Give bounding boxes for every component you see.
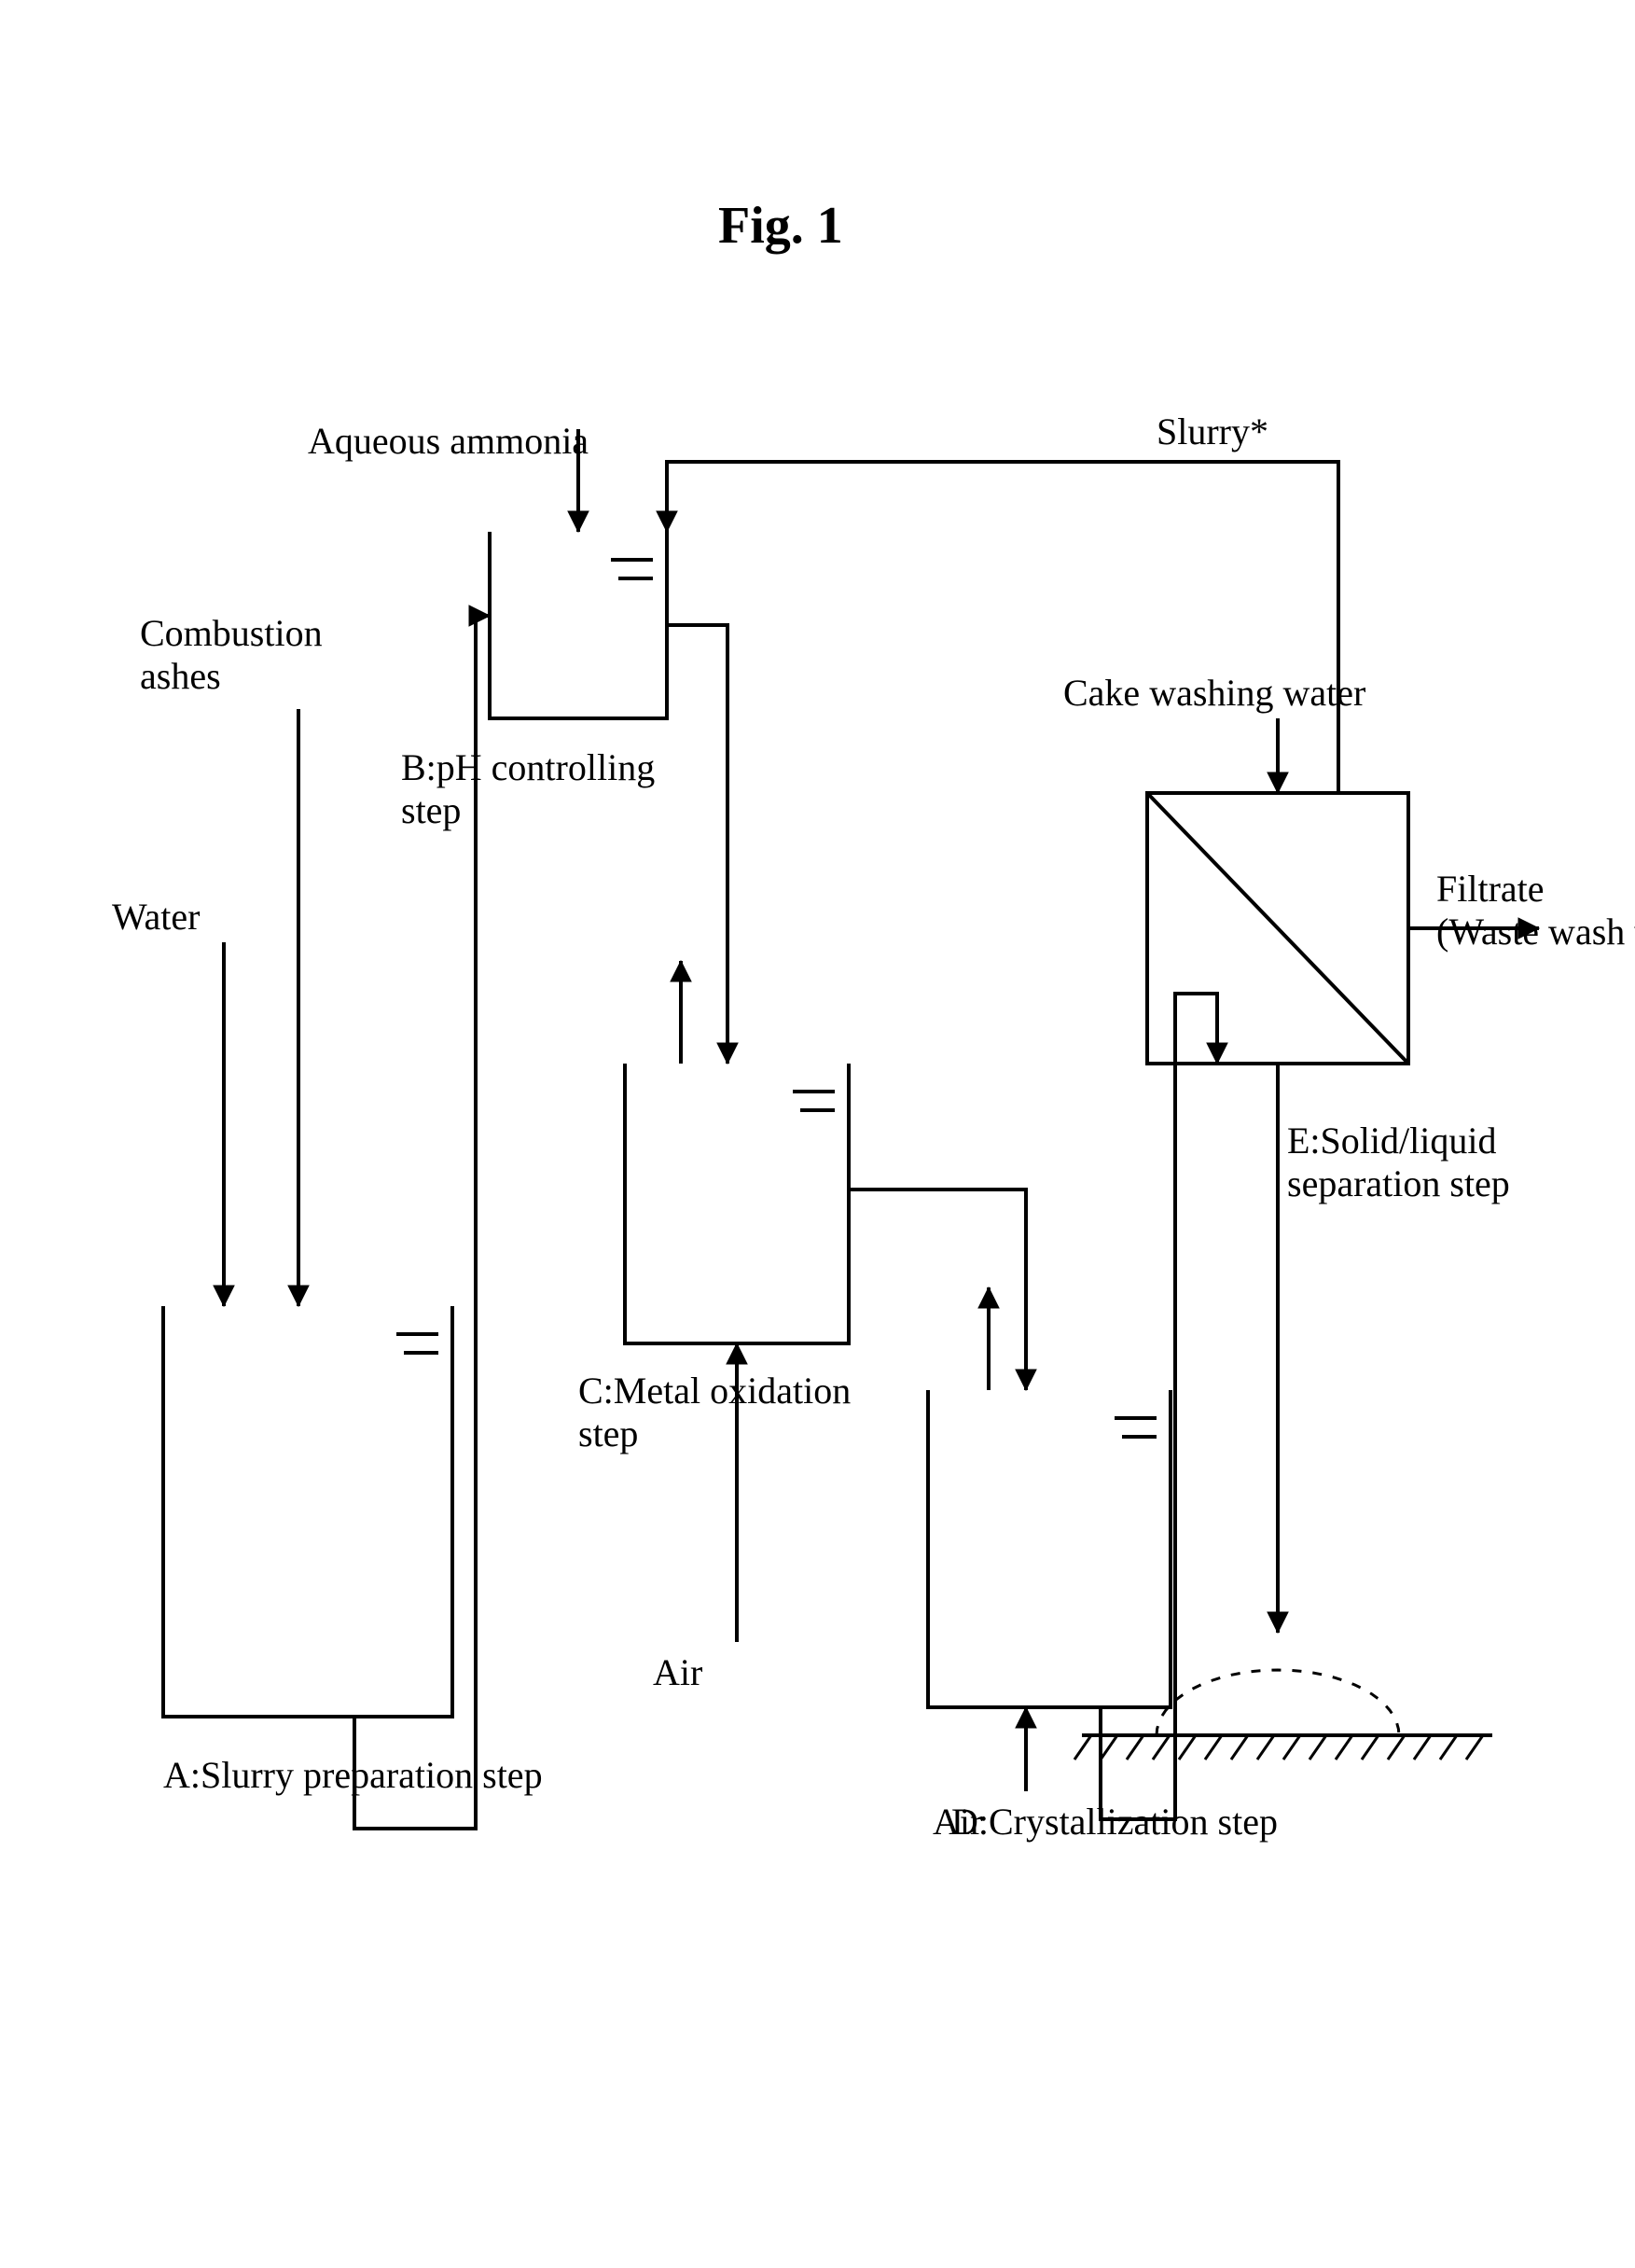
label-step-c: C:Metal oxidation step xyxy=(578,1370,851,1455)
label-aqueous-ammonia: Aqueous ammonia xyxy=(308,420,589,463)
label-water: Water xyxy=(112,896,201,939)
label-combustion-ashes: Combustion ashes xyxy=(140,612,323,698)
label-step-d: D:Crystallization step xyxy=(951,1801,1278,1844)
label-filtrate: Filtrate (Waste wash water) xyxy=(1436,868,1635,953)
label-step-b: B:pH controlling step xyxy=(401,746,655,832)
label-air-to-c: Air xyxy=(653,1651,702,1694)
label-step-a: A:Slurry preparation step xyxy=(163,1754,543,1797)
label-cake-washing-water: Cake washing water xyxy=(1063,672,1365,715)
label-slurry-recycle: Slurry* xyxy=(1157,410,1268,453)
label-step-e: E:Solid/liquid separation step xyxy=(1287,1120,1510,1205)
page: Fig. 1 Combustion ashes Water Aqueous am… xyxy=(0,0,1635,2268)
